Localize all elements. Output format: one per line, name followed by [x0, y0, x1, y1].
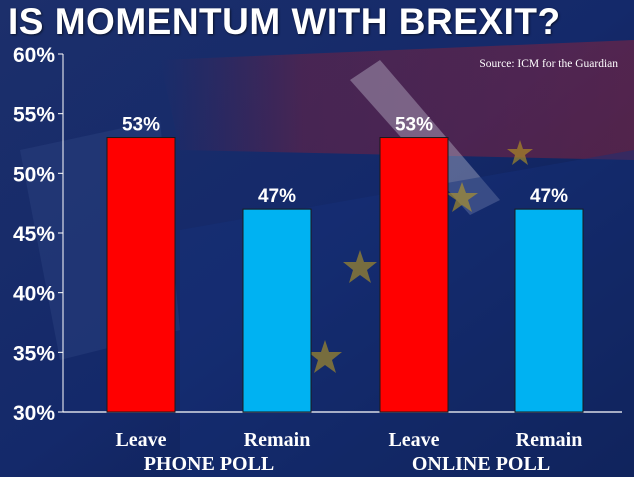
y-tick-label: 60% [13, 44, 55, 67]
y-tick-label: 50% [13, 163, 55, 186]
bar-value-label: 47% [530, 186, 568, 207]
y-tick-label: 45% [13, 223, 55, 246]
category-label: Leave [115, 429, 166, 451]
remain-bar-online-poll [514, 208, 584, 413]
bar-value-label: 47% [258, 186, 296, 207]
group-label: ONLINE POLL [412, 453, 550, 475]
y-tick-label: 30% [13, 402, 55, 425]
remain-bar-phone-poll [242, 208, 312, 413]
group-label: PHONE POLL [144, 453, 275, 475]
category-label: Remain [516, 429, 583, 451]
leave-bar-phone-poll [106, 137, 176, 413]
category-label: Remain [244, 429, 311, 451]
chart-title: IS MOMENTUM WITH BREXIT? [8, 1, 561, 42]
source-note: Source: ICM for the Guardian [479, 58, 618, 70]
leave-bar-online-poll [379, 137, 449, 413]
bar-value-label: 53% [122, 115, 160, 136]
y-tick-label: 35% [13, 342, 55, 365]
eu-stars [308, 140, 533, 373]
category-label: Leave [388, 429, 439, 451]
y-tick-label: 40% [13, 283, 55, 306]
bar-value-label: 53% [395, 115, 433, 136]
y-tick-label: 55% [13, 104, 55, 127]
